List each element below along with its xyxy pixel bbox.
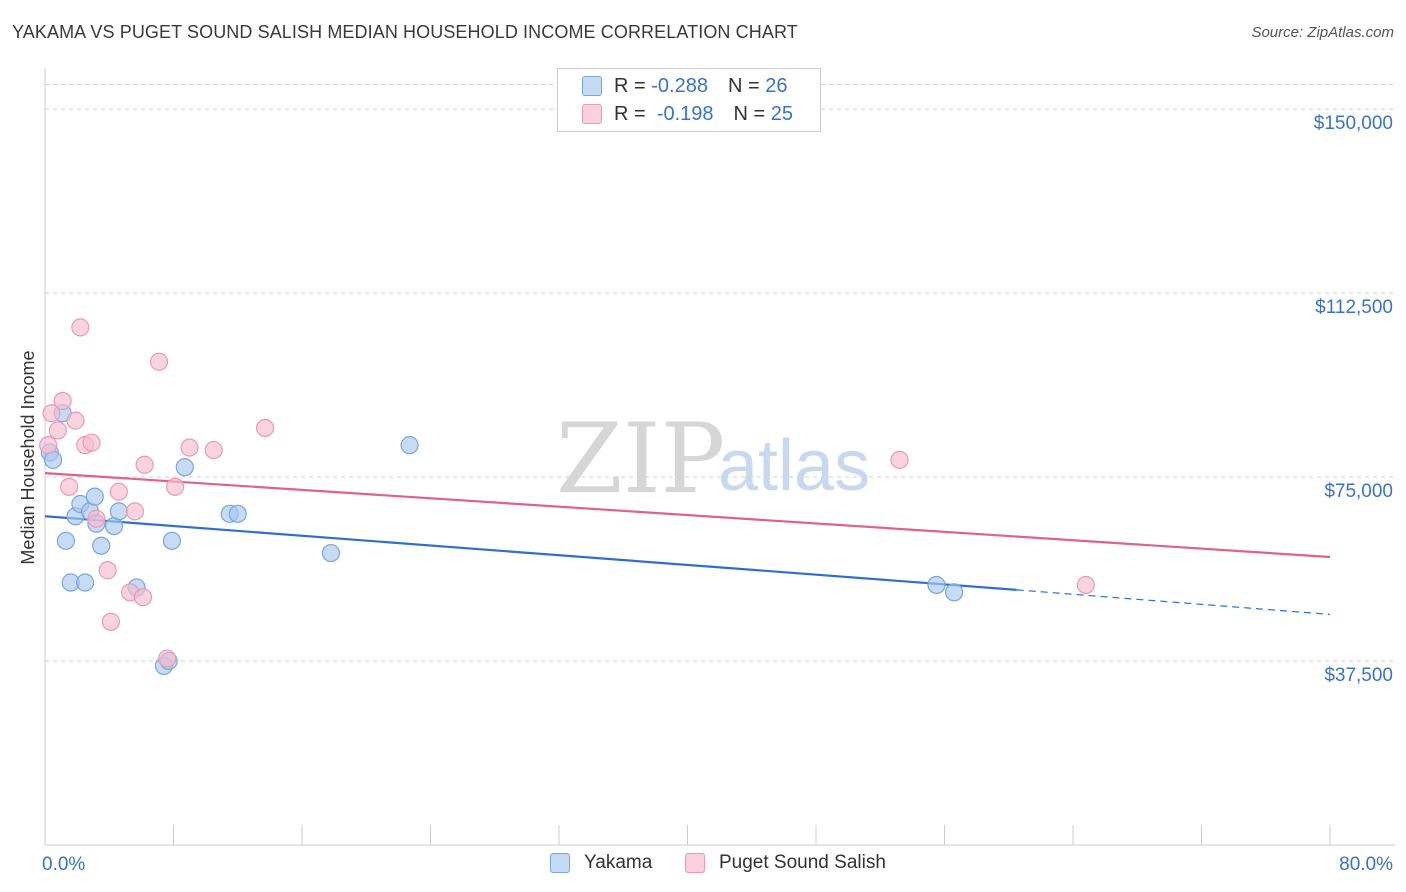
x-tick-label-min: 0.0% — [42, 854, 85, 875]
axis-labels: $37,500 $75,000 $112,500 $150,000 0.0% 80.0% M… — [18, 113, 1393, 875]
yakama-legend-swatch — [550, 853, 570, 873]
salish-point — [157, 649, 177, 668]
r-value: -0.198 — [656, 102, 714, 125]
legend-row-salish: R = -0.198 N = 25 — [582, 101, 793, 127]
r-label: R = — [614, 102, 646, 125]
r-value: -0.288 — [651, 74, 708, 97]
salish-point — [98, 561, 117, 580]
n-label: N = — [733, 102, 766, 125]
salish-point — [149, 352, 169, 371]
source-label: Source: ZipAtlas.com — [1251, 24, 1394, 41]
salish-point — [39, 436, 58, 455]
n-label: N = — [727, 74, 760, 97]
salish-point — [53, 391, 72, 411]
yakama-point — [321, 543, 341, 563]
salish-swatch — [582, 104, 602, 124]
yakama-point — [92, 536, 111, 555]
salish-point — [255, 418, 275, 438]
salish-point — [59, 477, 79, 496]
salish-point — [71, 318, 90, 337]
n-value: 26 — [765, 74, 788, 97]
salish-point — [166, 477, 185, 496]
axes — [44, 68, 1395, 846]
series-legend-salish: Puget Sound Salish — [685, 852, 886, 874]
salish-point — [101, 612, 120, 631]
y-tick-label: $75,000 — [1324, 481, 1393, 502]
x-tick-label-max: 80.0% — [1339, 854, 1393, 875]
yakama-point — [228, 504, 247, 523]
series-legend-yakama: Yakama — [550, 852, 652, 874]
yakama-point — [175, 458, 194, 477]
salish-point — [109, 482, 128, 501]
yakama-point — [109, 502, 128, 521]
yakama-point — [76, 573, 95, 592]
salish-point — [180, 438, 199, 457]
salish-point — [133, 588, 153, 607]
salish-point — [890, 450, 909, 469]
legend-row-yakama: R = -0.288 N = 26 — [582, 73, 787, 99]
salish-point — [125, 502, 145, 521]
r-label: R = — [614, 74, 646, 97]
y-axis-title: Median Household Income — [18, 350, 38, 564]
yakama-point — [927, 575, 946, 595]
yakama-point — [56, 531, 75, 550]
yakama-swatch — [582, 76, 602, 96]
salish-legend-label: Puget Sound Salish — [719, 852, 886, 873]
data-points — [39, 318, 1095, 676]
salish-legend-swatch — [685, 853, 705, 873]
salish-point — [135, 455, 154, 474]
y-tick-label: $150,000 — [1314, 113, 1393, 134]
n-value: 25 — [770, 102, 794, 125]
chart-title: YAKAMA VS PUGET SOUND SALISH MEDIAN HOUS… — [12, 22, 798, 42]
yakama-legend-label: Yakama — [584, 852, 653, 873]
salish-point — [204, 440, 223, 460]
salish-point — [48, 421, 67, 440]
yakama-point — [162, 531, 181, 550]
salish-point — [66, 411, 85, 430]
y-tick-label: $37,500 — [1324, 665, 1393, 686]
y-tick-label: $112,500 — [1315, 297, 1393, 318]
yakama-trend-extension — [1016, 589, 1331, 616]
yakama-trend-line — [44, 515, 1017, 591]
salish-point — [87, 509, 106, 528]
yakama-point — [85, 487, 104, 506]
salish-point — [1076, 575, 1095, 595]
salish-point — [82, 433, 101, 452]
salish-trend-line — [44, 472, 1331, 559]
watermark-atlas: atlas — [718, 426, 870, 506]
watermark-zip: ZIP — [556, 403, 725, 515]
salish-point — [42, 404, 61, 423]
gridlines — [45, 84, 1395, 662]
yakama-point — [400, 436, 419, 455]
correlation-legend: R = -0.288 N = 26 R = -0.198 N = 25 — [557, 68, 821, 132]
trend-lines — [44, 472, 1331, 616]
yakama-point — [945, 583, 964, 602]
